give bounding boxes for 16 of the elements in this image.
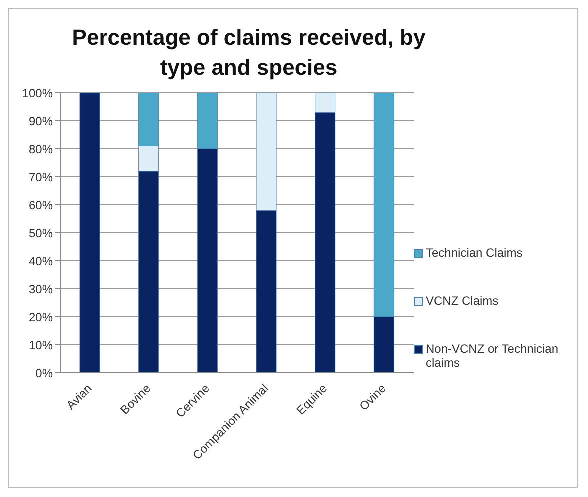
bar <box>80 93 100 373</box>
legend-label: Technician Claims <box>426 246 523 260</box>
legend-label: VCNZ Claims <box>426 294 499 308</box>
y-tick-label: 0% <box>36 366 54 380</box>
y-tick-label: 80% <box>28 142 54 156</box>
y-tick-label: 20% <box>28 310 54 324</box>
y-tick-label: 60% <box>28 198 54 212</box>
y-tick-label: 90% <box>28 114 54 128</box>
y-tick-label: 70% <box>28 170 54 184</box>
y-tick-label: 100% <box>22 86 54 100</box>
y-tick-label: 30% <box>28 282 54 296</box>
y-tick-label: 10% <box>28 338 54 352</box>
legend-label: Non-VCNZ or Technician claims <box>426 342 560 370</box>
chart-title: Percentage of claims received, by type and species <box>71 24 427 82</box>
y-tick-label: 50% <box>28 226 54 240</box>
y-tick-label: 40% <box>28 254 54 268</box>
